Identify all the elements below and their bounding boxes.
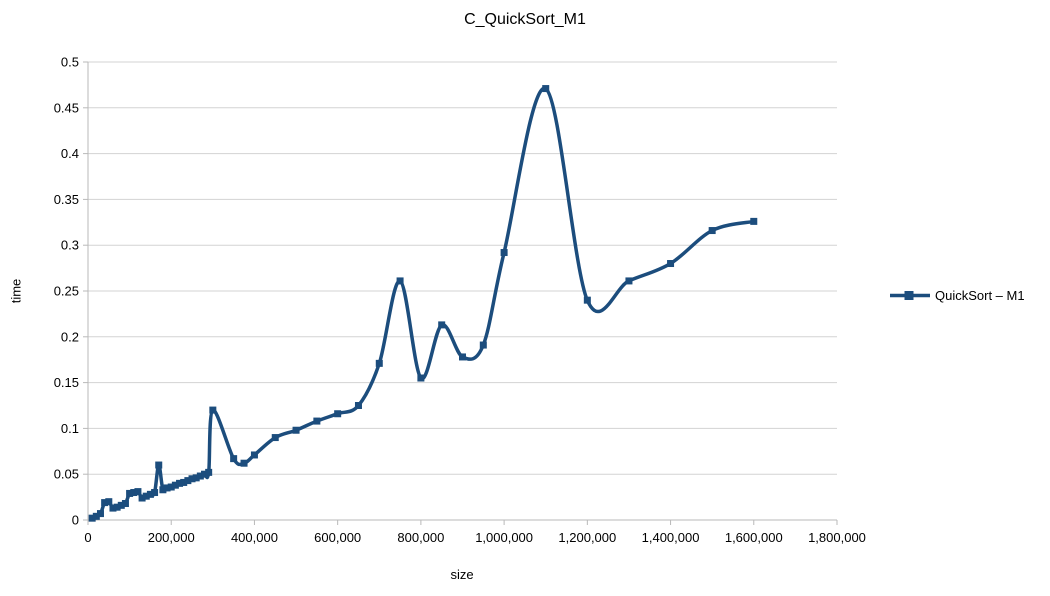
data-point-marker <box>240 459 248 467</box>
data-point-marker <box>250 451 258 459</box>
data-point-marker <box>113 503 121 511</box>
data-point-marker <box>192 474 200 482</box>
data-point-marker <box>138 494 146 502</box>
data-point-marker <box>230 455 238 463</box>
data-point-marker <box>171 481 179 489</box>
data-point-marker <box>667 260 675 268</box>
x-tick-label: 1,800,000 <box>808 530 866 545</box>
data-point-marker <box>142 492 150 500</box>
y-tick-label: 0.3 <box>61 238 79 253</box>
data-point-marker <box>500 249 508 257</box>
data-point-marker <box>126 489 134 497</box>
data-point-marker <box>542 85 550 93</box>
x-axis-title: size <box>450 567 474 582</box>
x-tick-label: 1,000,000 <box>475 530 533 545</box>
x-tick-label: 1,400,000 <box>642 530 700 545</box>
data-point-marker <box>163 484 171 492</box>
series-line <box>90 86 756 520</box>
x-tick-label: 0 <box>84 530 91 545</box>
data-point-marker <box>167 483 175 491</box>
data-point-marker <box>375 359 383 367</box>
y-tick-label: 0 <box>72 513 79 528</box>
y-tick-label: 0.4 <box>61 146 79 161</box>
x-tick-label: 600,000 <box>314 530 361 545</box>
data-point-marker <box>209 406 217 414</box>
data-point-marker <box>201 470 209 478</box>
data-point-marker <box>271 434 279 442</box>
data-point-marker <box>155 461 163 469</box>
data-point-marker <box>354 402 362 409</box>
x-tick-label: 1,600,000 <box>725 530 783 545</box>
y-axis-title: time <box>8 278 24 304</box>
data-point-marker <box>151 489 159 497</box>
y-tick-label: 0.05 <box>54 467 79 482</box>
data-point-marker <box>88 514 96 522</box>
legend[interactable]: QuickSort – M1 <box>889 288 1025 303</box>
x-tick-label: 200,000 <box>148 530 195 545</box>
data-point-marker <box>479 341 487 349</box>
data-point-marker <box>205 468 213 476</box>
x-tick-label: 800,000 <box>397 530 444 545</box>
data-point-marker <box>96 510 104 518</box>
y-tick-label: 0.15 <box>54 375 79 390</box>
data-point-marker <box>196 472 204 480</box>
legend-label: QuickSort – M1 <box>935 288 1025 303</box>
data-point-marker <box>117 501 125 509</box>
data-point-marker <box>146 490 154 498</box>
x-tick-label: 1,200,000 <box>558 530 616 545</box>
x-tick-label: 400,000 <box>231 530 278 545</box>
data-point-marker <box>334 410 342 418</box>
legend-key-icon <box>890 291 930 300</box>
data-point-marker <box>121 500 129 508</box>
data-point-marker <box>438 321 446 329</box>
data-point-marker <box>184 477 192 485</box>
y-tick-label: 0.25 <box>54 284 79 299</box>
data-point-marker <box>396 277 404 285</box>
data-point-marker <box>101 499 109 507</box>
data-point-marker <box>130 489 138 497</box>
data-point-marker <box>176 479 184 487</box>
y-tick-label: 0.1 <box>61 421 79 436</box>
data-point-marker <box>180 478 188 486</box>
chart-title: C_QuickSort_M1 <box>464 11 586 28</box>
data-point-marker <box>134 488 142 496</box>
data-point-marker <box>105 498 113 506</box>
data-point-marker <box>708 227 716 235</box>
data-point-marker <box>459 353 466 361</box>
data-point-marker <box>583 296 591 304</box>
data-point-marker <box>417 374 425 382</box>
data-point-marker <box>188 475 196 483</box>
y-tick-label: 0.2 <box>61 329 79 344</box>
y-tick-label: 0.35 <box>54 192 79 207</box>
y-tick-label: 0.5 <box>61 55 79 70</box>
data-point-marker <box>92 512 100 520</box>
data-point-marker <box>109 504 117 512</box>
data-point-marker <box>159 486 167 494</box>
y-tick-label: 0.45 <box>54 100 79 115</box>
data-point-marker <box>292 426 300 434</box>
data-point-marker <box>750 217 758 225</box>
data-point-marker <box>313 417 321 425</box>
data-point-marker <box>625 277 633 285</box>
